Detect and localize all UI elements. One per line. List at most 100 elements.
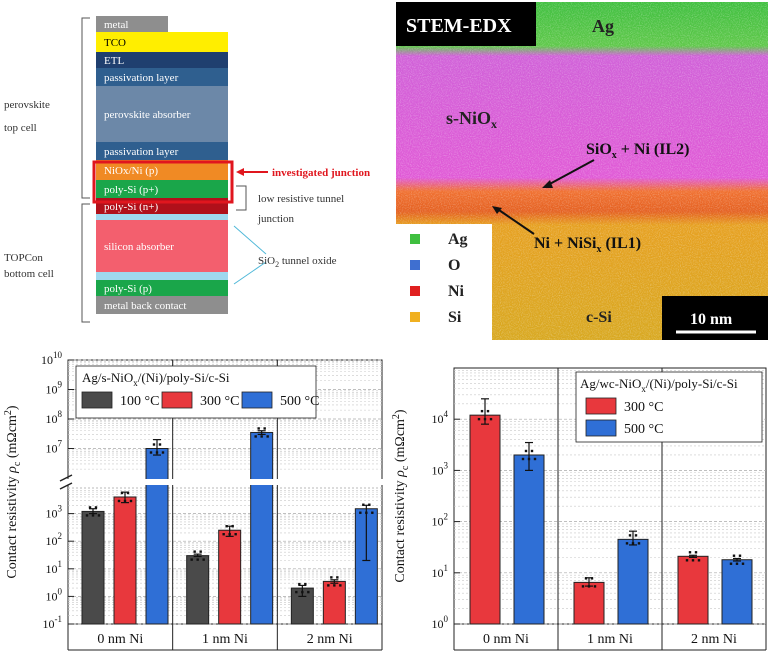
y-tick-label: 101 [46,559,63,576]
data-point [254,435,257,438]
data-point [333,584,336,587]
data-point [85,514,89,517]
top-cell-label-2: top cell [4,122,37,134]
axis-break [60,479,384,485]
data-point [228,533,231,536]
bottom-cell-bracket [81,203,90,323]
bar [81,510,105,625]
stack-layer-label: perovskite absorber [104,109,191,121]
data-point [593,585,597,588]
edx-legend-swatch [410,260,420,270]
data-point [149,451,153,454]
data-point [735,562,739,565]
stack-layer [96,32,228,52]
y-tick-label: 102 [46,531,63,548]
bar [145,448,169,625]
top-cell-bracket [81,17,90,199]
edx-legend-label: Si [448,309,462,326]
data-point [625,542,629,545]
stack-layer-label: passivation layer [104,146,179,158]
legend-swatch [241,391,273,409]
stack-layer [96,272,228,280]
data-point [193,550,196,553]
bottom-cell-label-2: bottom cell [4,268,54,280]
category-label: 2 nm Ni [307,632,353,647]
il2-arrow [545,159,595,187]
data-point [688,551,692,554]
stack-layer-label: metal [104,19,128,31]
data-point [637,542,641,545]
y-tick-label: 1010 [41,350,63,367]
stack-layer [96,86,228,142]
data-point [327,584,330,587]
y-tick-label: 103 [432,460,449,477]
chart-title: Ag/s-NiOx/(Ni)/poly-Si/c-Si [82,370,230,388]
bar [469,414,501,625]
investigated-label: investigated junction [272,167,370,179]
edx-legend-swatch [410,234,420,244]
data-point [587,585,591,588]
bottom-cell-label: TOPCon [4,252,43,264]
y-tick-label: 109 [46,380,63,397]
y-tick-label: 101 [432,563,449,580]
data-point [480,409,484,413]
data-point [301,590,304,594]
bar [617,538,649,625]
data-point [581,585,585,588]
bar [513,454,545,625]
data-point [91,514,95,517]
edx-legend-label: Ni [448,283,465,300]
data-point [530,449,534,453]
data-point [88,506,92,509]
data-point [202,558,205,561]
data-point [336,576,339,579]
data-point [590,577,594,580]
data-point [307,590,310,594]
data-point [729,562,733,565]
bar [573,581,605,625]
category-label: 2 nm Ni [691,632,737,647]
legend-swatch [161,391,193,409]
data-point [521,457,525,461]
data-point [152,443,156,446]
axis-break-mark [59,482,73,490]
stack-layer-label: poly-Si (n+) [104,201,159,213]
stack-layer-label: metal back contact [104,300,186,312]
data-point [257,427,260,430]
legend-label: 300 °C [200,394,239,409]
data-point [694,551,698,554]
data-point [533,457,537,461]
data-point [190,558,193,561]
data-point [477,417,481,421]
oxide-arrow-top [233,225,267,255]
stack-layer [96,220,228,272]
stack-layer [96,68,228,86]
edx-legend-label: Ag [448,231,468,248]
data-point [298,582,301,586]
edx-legend-label: O [448,257,460,274]
y-tick-label: 104 [432,409,449,426]
top-cell-label: perovskite [4,99,50,111]
data-point [483,417,487,421]
chart-s-nio: 10-1 100 101 102 103 107 108 109 1010 0 nm Ni 1 nm… [3,350,384,651]
tunnel-junction-label-2: junction [257,213,295,225]
il1-arrow [495,207,535,235]
data-point [628,534,632,537]
stack-layer-label: passivation layer [104,72,179,84]
stack-layer-label: poly-Si (p) [104,283,152,295]
bar [218,529,242,625]
data-point [222,533,225,536]
bar [677,555,709,625]
data-point [584,577,588,580]
data-point [94,506,98,509]
stack-layer-label: silicon absorber [104,241,174,253]
legend-box [75,365,317,419]
y-tick-label: 108 [46,409,63,426]
chart-title: Ag/wc-NiOx/(Ni)/poly-Si/c-Si [580,376,738,394]
y-tick-label: 10-1 [43,614,63,631]
y-axis-label: Contact resistivity ρc (mΩcm2) [3,405,23,579]
axis-break-mark [59,474,73,482]
data-point [129,499,133,503]
legend-label: 500 °C [624,422,663,437]
data-point [158,443,162,446]
